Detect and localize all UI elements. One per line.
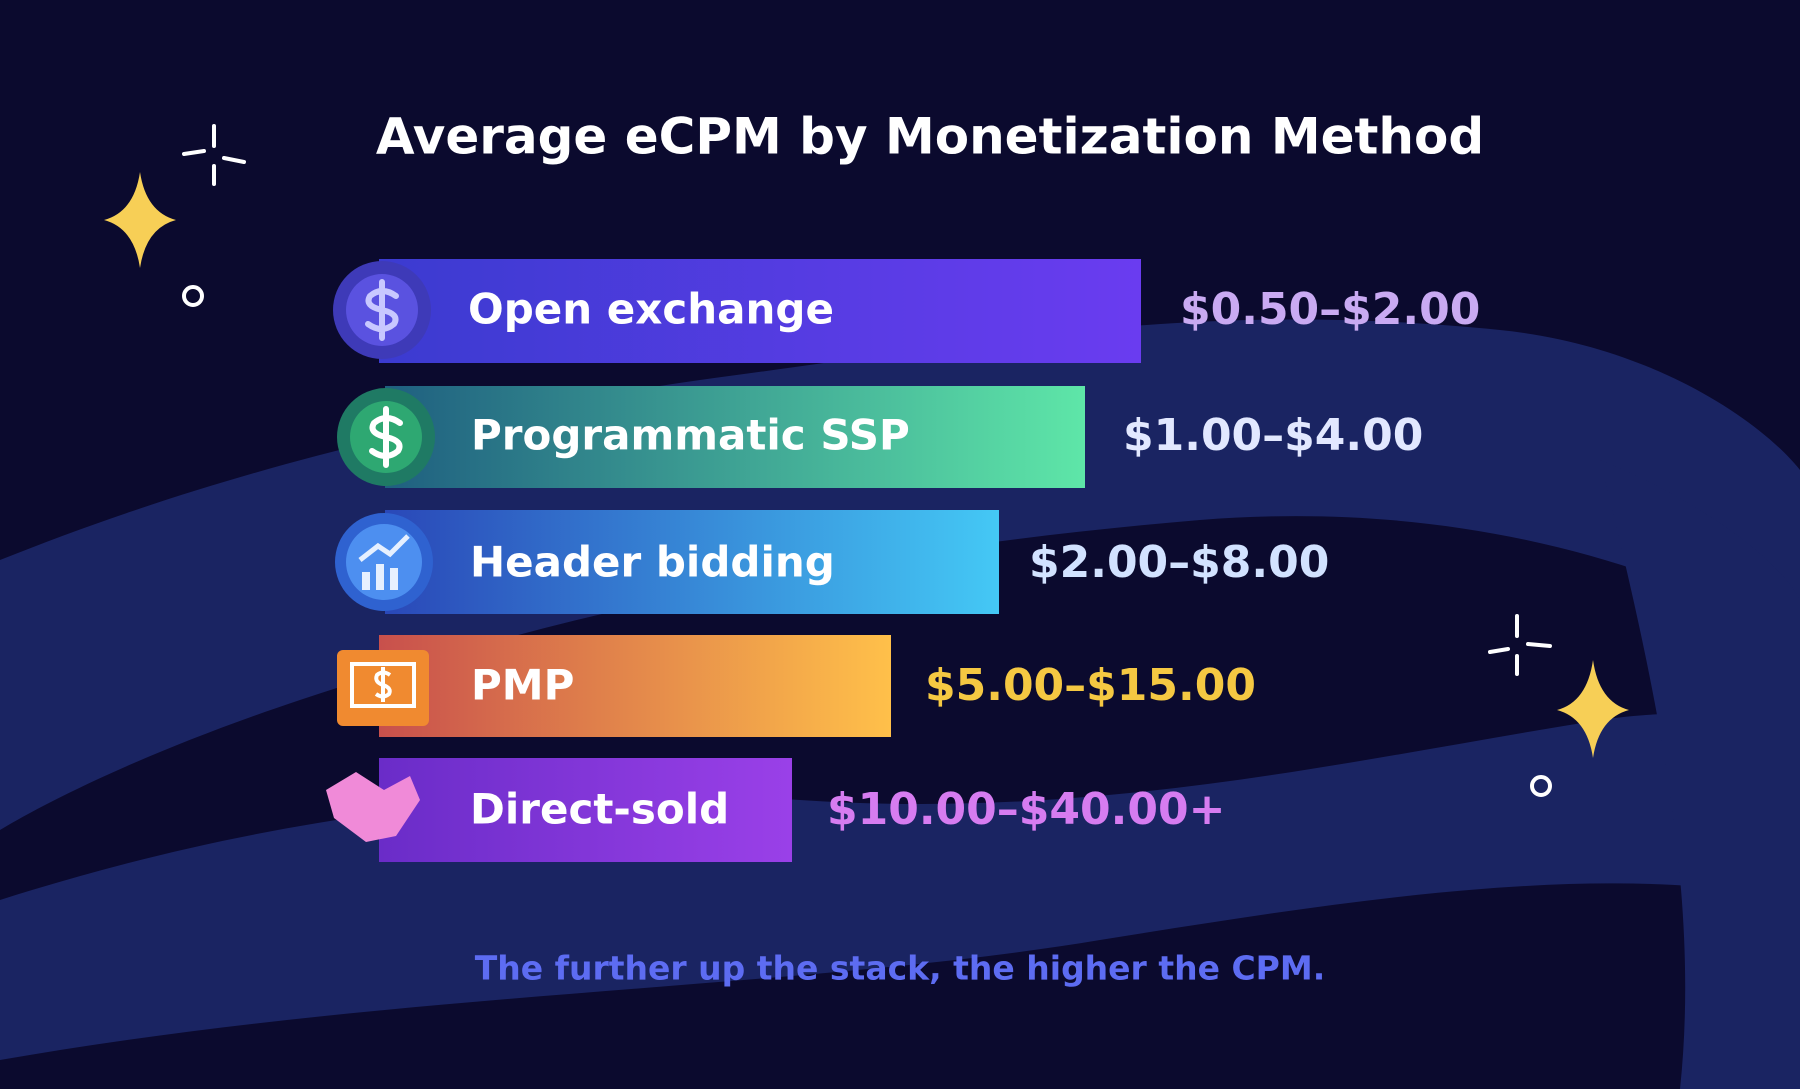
item-value: $0.50–$2.00 [1180,284,1480,335]
footnote: The further up the stack, the higher the… [475,949,1326,988]
bar [385,510,999,614]
bar [379,259,1141,363]
title: Average eCPM by Monetization Method [376,108,1484,166]
bar [385,386,1085,488]
item-value: $5.00–$15.00 [925,660,1256,711]
bar [379,635,891,737]
icons [326,261,435,842]
bar [379,758,792,862]
item-label: Open exchange [468,285,834,334]
item-label: Direct-sold [470,785,729,834]
item-value: $10.00–$40.00+ [827,784,1225,835]
item-label: PMP [471,661,574,710]
item-value: $2.00–$8.00 [1029,537,1329,588]
item-label: Programmatic SSP [471,411,910,460]
sparkles [104,124,1629,797]
item-value: $1.00–$4.00 [1123,410,1423,461]
item-label: Header bidding [470,538,835,587]
